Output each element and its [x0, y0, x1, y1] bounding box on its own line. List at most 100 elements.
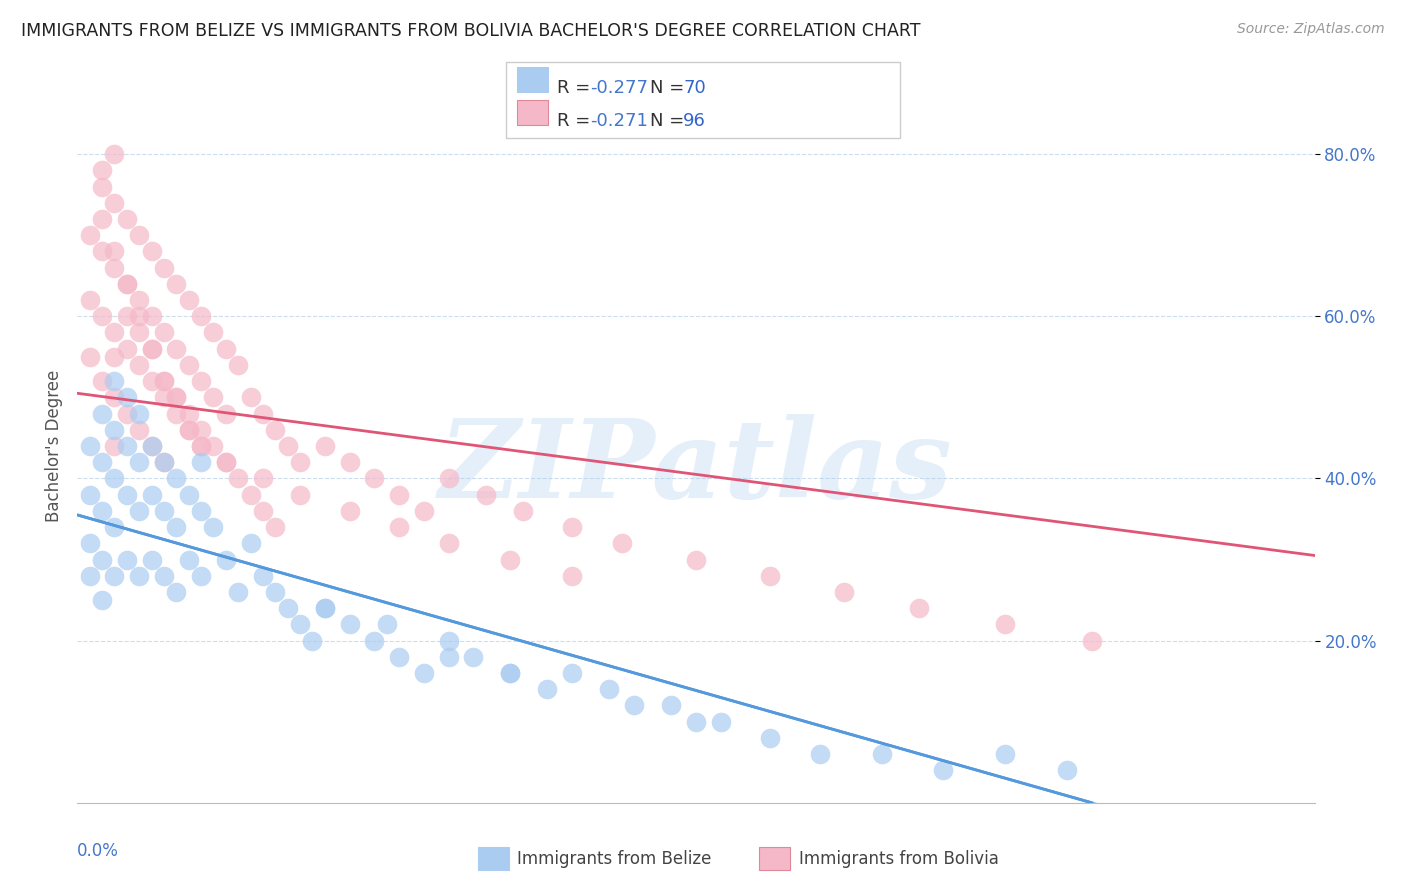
- Point: [437, 633, 460, 648]
- Point: [103, 147, 125, 161]
- Point: [165, 277, 187, 291]
- Point: [128, 568, 150, 582]
- Point: [103, 195, 125, 210]
- Point: [91, 407, 114, 421]
- Point: [153, 390, 176, 404]
- Point: [177, 407, 200, 421]
- Point: [190, 310, 212, 324]
- Point: [363, 471, 385, 485]
- Point: [128, 293, 150, 307]
- Point: [512, 504, 534, 518]
- Point: [932, 764, 955, 778]
- Text: 96: 96: [683, 112, 706, 130]
- Point: [128, 455, 150, 469]
- Text: R =: R =: [557, 112, 596, 130]
- Point: [499, 552, 522, 566]
- Point: [339, 455, 361, 469]
- Point: [91, 244, 114, 259]
- Point: [91, 374, 114, 388]
- Point: [759, 731, 782, 745]
- Point: [388, 488, 411, 502]
- Point: [103, 244, 125, 259]
- Point: [277, 439, 299, 453]
- Point: [91, 179, 114, 194]
- Point: [252, 504, 274, 518]
- Text: IMMIGRANTS FROM BELIZE VS IMMIGRANTS FROM BOLIVIA BACHELOR'S DEGREE CORRELATION : IMMIGRANTS FROM BELIZE VS IMMIGRANTS FRO…: [21, 22, 921, 40]
- Point: [115, 552, 138, 566]
- Point: [474, 488, 496, 502]
- Point: [115, 211, 138, 226]
- Point: [202, 520, 225, 534]
- Point: [610, 536, 633, 550]
- Point: [561, 666, 583, 681]
- Point: [115, 277, 138, 291]
- Point: [165, 342, 187, 356]
- Point: [177, 423, 200, 437]
- Text: N =: N =: [650, 112, 689, 130]
- Point: [153, 374, 176, 388]
- Point: [79, 568, 101, 582]
- Point: [561, 520, 583, 534]
- Point: [288, 617, 311, 632]
- Point: [79, 536, 101, 550]
- Point: [759, 568, 782, 582]
- Point: [141, 310, 163, 324]
- Point: [153, 326, 176, 340]
- Text: 70: 70: [683, 79, 706, 97]
- Point: [103, 568, 125, 582]
- Point: [870, 747, 893, 761]
- Point: [314, 601, 336, 615]
- Point: [190, 504, 212, 518]
- Point: [339, 504, 361, 518]
- Point: [141, 488, 163, 502]
- Point: [165, 585, 187, 599]
- Text: Immigrants from Belize: Immigrants from Belize: [517, 850, 711, 868]
- Point: [141, 342, 163, 356]
- Point: [91, 310, 114, 324]
- Point: [264, 585, 287, 599]
- Point: [226, 585, 249, 599]
- Point: [128, 358, 150, 372]
- Point: [79, 228, 101, 243]
- Point: [91, 593, 114, 607]
- Point: [165, 407, 187, 421]
- Point: [388, 520, 411, 534]
- Point: [202, 326, 225, 340]
- Point: [79, 350, 101, 364]
- Point: [907, 601, 929, 615]
- Point: [141, 552, 163, 566]
- Point: [128, 423, 150, 437]
- Point: [202, 390, 225, 404]
- Point: [115, 439, 138, 453]
- Point: [115, 390, 138, 404]
- Point: [623, 698, 645, 713]
- Point: [190, 455, 212, 469]
- Point: [153, 568, 176, 582]
- Point: [363, 633, 385, 648]
- Point: [128, 228, 150, 243]
- Point: [103, 471, 125, 485]
- Point: [598, 682, 620, 697]
- Point: [91, 552, 114, 566]
- Point: [288, 455, 311, 469]
- Point: [252, 407, 274, 421]
- Text: Source: ZipAtlas.com: Source: ZipAtlas.com: [1237, 22, 1385, 37]
- Point: [190, 439, 212, 453]
- Point: [808, 747, 831, 761]
- Point: [79, 488, 101, 502]
- Point: [103, 423, 125, 437]
- Point: [314, 439, 336, 453]
- Point: [115, 407, 138, 421]
- Text: N =: N =: [650, 79, 689, 97]
- Text: Immigrants from Bolivia: Immigrants from Bolivia: [799, 850, 998, 868]
- Point: [437, 649, 460, 664]
- Point: [103, 520, 125, 534]
- Point: [141, 342, 163, 356]
- Point: [190, 568, 212, 582]
- Point: [685, 714, 707, 729]
- Point: [215, 407, 238, 421]
- Point: [165, 471, 187, 485]
- Point: [710, 714, 733, 729]
- Point: [79, 439, 101, 453]
- Point: [128, 310, 150, 324]
